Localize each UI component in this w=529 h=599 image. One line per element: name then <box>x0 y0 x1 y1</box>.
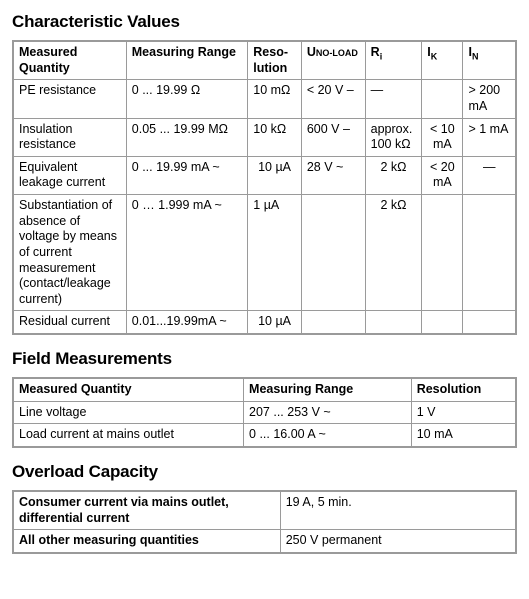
cell-mq: Line voltage <box>13 401 244 424</box>
cell-ri: approx. 100 kΩ <box>365 118 422 156</box>
cell-mq: Substantiation of absence of voltage by … <box>13 195 126 311</box>
cell-res: 1 V <box>411 401 516 424</box>
cell-ik: < 10 mA <box>422 118 463 156</box>
col-measured-quantity: Measured Quantity <box>13 41 126 80</box>
cell-res: 1 µA <box>248 195 302 311</box>
table-row: Residual current 0.01...19.99mA ~ 10 µA <box>13 311 516 334</box>
cell-range: 207 ... 253 V ~ <box>244 401 412 424</box>
cell-ri <box>365 311 422 334</box>
col-u-noload: UNO-LOAD <box>301 41 365 80</box>
cell-res: 10 kΩ <box>248 118 302 156</box>
characteristic-values-title: Characteristic Values <box>12 12 517 32</box>
cell-range: 0 … 1.999 mA ~ <box>126 195 248 311</box>
cell-ri: — <box>365 80 422 118</box>
table-row: Equivalent leakage current 0 ... 19.99 m… <box>13 156 516 194</box>
cell-ri: 2 kΩ <box>365 156 422 194</box>
col-measuring-range: Measuring Range <box>244 378 412 401</box>
col-measuring-range: Measuring Range <box>126 41 248 80</box>
characteristic-values-table: Measured Quantity Measuring Range Reso-l… <box>12 40 517 335</box>
table-row: Load current at mains outlet 0 ... 16.00… <box>13 424 516 447</box>
cell-range: 0 ... 19.99 Ω <box>126 80 248 118</box>
cell-value: 250 V permanent <box>280 530 516 553</box>
col-resolution: Resolution <box>411 378 516 401</box>
col-ik: IK <box>422 41 463 80</box>
cell-unoload <box>301 195 365 311</box>
cell-label: All other measuring quantities <box>13 530 280 553</box>
cell-value: 19 A, 5 min. <box>280 491 516 530</box>
cell-range: 0.05 ... 19.99 MΩ <box>126 118 248 156</box>
cell-res: 10 µA <box>248 311 302 334</box>
cell-unoload <box>301 311 365 334</box>
cell-range: 0 ... 16.00 A ~ <box>244 424 412 447</box>
cell-mq: PE resistance <box>13 80 126 118</box>
overload-capacity-title: Overload Capacity <box>12 462 517 482</box>
cell-range: 0.01...19.99mA ~ <box>126 311 248 334</box>
cell-unoload: 600 V – <box>301 118 365 156</box>
col-in: IN <box>463 41 516 80</box>
cell-ik <box>422 195 463 311</box>
cell-res: 10 µA <box>248 156 302 194</box>
table-row: Line voltage 207 ... 253 V ~ 1 V <box>13 401 516 424</box>
cell-in <box>463 311 516 334</box>
table-header-row: Measured Quantity Measuring Range Reso-l… <box>13 41 516 80</box>
table-header-row: Measured Quantity Measuring Range Resolu… <box>13 378 516 401</box>
cell-mq: Equivalent leakage current <box>13 156 126 194</box>
cell-in: > 200 mA <box>463 80 516 118</box>
cell-mq: Insulation resistance <box>13 118 126 156</box>
overload-capacity-table: Consumer current via mains outlet, diffe… <box>12 490 517 554</box>
cell-label: Consumer current via mains outlet, diffe… <box>13 491 280 530</box>
table-row: Substantiation of absence of voltage by … <box>13 195 516 311</box>
field-measurements-table: Measured Quantity Measuring Range Resolu… <box>12 377 517 448</box>
cell-res: 10 mΩ <box>248 80 302 118</box>
field-measurements-title: Field Measurements <box>12 349 517 369</box>
cell-mq: Residual current <box>13 311 126 334</box>
cell-in <box>463 195 516 311</box>
col-measured-quantity: Measured Quantity <box>13 378 244 401</box>
table-row: PE resistance 0 ... 19.99 Ω 10 mΩ < 20 V… <box>13 80 516 118</box>
cell-ik: < 20 mA <box>422 156 463 194</box>
cell-range: 0 ... 19.99 mA ~ <box>126 156 248 194</box>
cell-ri: 2 kΩ <box>365 195 422 311</box>
cell-unoload: 28 V ~ <box>301 156 365 194</box>
cell-ik <box>422 80 463 118</box>
cell-unoload: < 20 V – <box>301 80 365 118</box>
cell-in: > 1 mA <box>463 118 516 156</box>
cell-in: — <box>463 156 516 194</box>
col-resolution: Reso-lution <box>248 41 302 80</box>
cell-ik <box>422 311 463 334</box>
cell-res: 10 mA <box>411 424 516 447</box>
col-ri: Ri <box>365 41 422 80</box>
table-row: Consumer current via mains outlet, diffe… <box>13 491 516 530</box>
table-row: Insulation resistance 0.05 ... 19.99 MΩ … <box>13 118 516 156</box>
table-row: All other measuring quantities 250 V per… <box>13 530 516 553</box>
cell-mq: Load current at mains outlet <box>13 424 244 447</box>
